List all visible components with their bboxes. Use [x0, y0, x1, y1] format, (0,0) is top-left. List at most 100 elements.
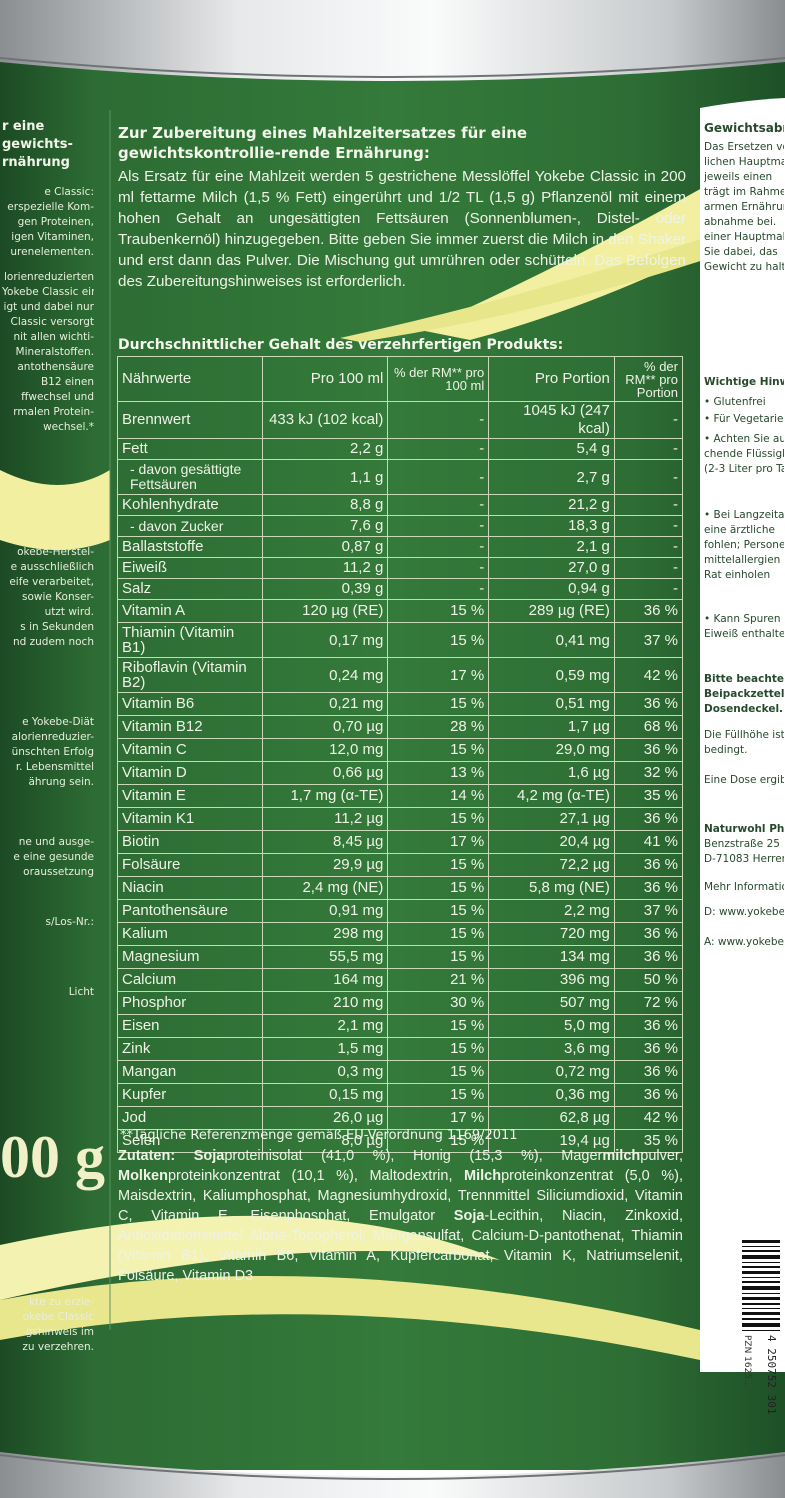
- rm-portion: 72 %: [613, 991, 684, 1015]
- right-panel-line: Das Ersetzen von: [704, 141, 784, 153]
- rm-portion: 36 %: [613, 807, 684, 831]
- nutrition-row: Folsäure 29,9 µg 15 % 72,2 µg 36 %: [116, 853, 684, 877]
- rm-per-100: -: [387, 438, 490, 460]
- nutrition-row: Biotin 8,45 µg 17 % 20,4 µg 41 %: [116, 830, 684, 854]
- value-portion: 0,72 mg: [488, 1060, 615, 1084]
- nutrient-name: Fett: [116, 438, 264, 460]
- pzn-number: PZN 1625...: [742, 1335, 752, 1388]
- rm-portion: 68 %: [613, 715, 684, 739]
- ingredients: Zutaten: Sojaproteinisolat (41,0 %), Hon…: [118, 1146, 683, 1286]
- nutrition-table-title: Durchschnittlicher Gehalt des verzehrfer…: [118, 337, 564, 353]
- value-portion: 0,94 g: [488, 578, 615, 600]
- left-panel-line: okebe-Herstel-: [17, 546, 94, 558]
- value-portion: 4,2 mg (α-TE): [488, 784, 615, 808]
- left-panel-heading: r eine gewichts-rnährung: [2, 119, 73, 170]
- rm-portion: 36 %: [613, 945, 684, 969]
- ingredient-text: proteinisolat (41,0 %), Honig (15,3 %), …: [224, 1148, 603, 1164]
- nutrition-row: Phosphor 210 mg 30 % 507 mg 72 %: [116, 991, 684, 1015]
- left-panel-line: igt und dabei nur: [3, 301, 94, 313]
- value-per-100: 2,4 mg (NE): [262, 876, 389, 900]
- nutrition-row: Vitamin C 12,0 mg 15 % 29,0 mg 36 %: [116, 738, 684, 762]
- header-portion: Pro Portion: [488, 356, 615, 402]
- left-panel-line: Yokebe Classic eine: [2, 286, 94, 298]
- left-panel-line: gshinweis im: [25, 1326, 94, 1338]
- nutrition-row: Kupfer 0,15 mg 15 % 0,36 mg 36 %: [116, 1083, 684, 1107]
- nutrition-row: Niacin 2,4 mg (NE) 15 % 5,8 mg (NE) 36 %: [116, 876, 684, 900]
- right-panel-line: lichen Hauptmahl: [704, 156, 784, 168]
- nutrient-name: Salz: [116, 578, 264, 600]
- rm-per-100: -: [387, 494, 490, 516]
- yellow-swoosh-bottom: [0, 1215, 500, 1300]
- rm-per-100: 30 %: [387, 991, 490, 1015]
- rm-per-100: 15 %: [387, 622, 490, 658]
- value-portion: 0,36 mg: [488, 1083, 615, 1107]
- nutrient-name: - davon Zucker: [116, 515, 264, 537]
- value-per-100: 0,17 mg: [262, 622, 389, 658]
- right-panel-line: Rat einholen: [704, 569, 771, 581]
- rm-per-100: 15 %: [387, 1129, 490, 1153]
- right-panel-line: abnahme bei.: [704, 216, 777, 228]
- value-portion: 5,4 g: [488, 438, 615, 460]
- rm-per-100: 14 %: [387, 784, 490, 808]
- value-per-100: 8,45 µg: [262, 830, 389, 854]
- value-per-100: 26,0 µg: [262, 1106, 389, 1130]
- rm-portion: 36 %: [613, 1083, 684, 1107]
- footnote: **Tägliche Referenzmenge gemäß EU-Verord…: [120, 1128, 518, 1143]
- right-panel-line: mittelallergien: [704, 554, 781, 566]
- value-portion: 507 mg: [488, 991, 615, 1015]
- right-panel-line: • Achten Sie auf: [704, 433, 784, 445]
- nutrient-name: Thiamin (Vitamin B1): [116, 622, 264, 658]
- nutrient-name: Phosphor: [116, 991, 264, 1015]
- rm-portion: 41 %: [613, 830, 684, 854]
- value-portion: 72,2 µg: [488, 853, 615, 877]
- value-portion: 2,1 g: [488, 536, 615, 558]
- left-panel-line: e Classic:: [44, 186, 94, 198]
- barcode: [742, 1240, 780, 1331]
- nutrition-row: - davon gesättigte Fettsäuren 1,1 g -2,7 g…: [116, 459, 684, 495]
- left-panel-line: ährung sein.: [28, 776, 94, 788]
- nutrition-row: Zink 1,5 mg 15 % 3,6 mg 36 %: [116, 1037, 684, 1061]
- right-panel-line: A: www.yokebe.at: [704, 936, 784, 948]
- nutrient-name: Folsäure: [116, 853, 264, 877]
- nutrient-name: Eiweiß: [116, 557, 264, 579]
- rm-portion: 37 %: [613, 622, 684, 658]
- rm-portion: 32 %: [613, 761, 684, 785]
- rm-per-100: -: [387, 401, 490, 439]
- nutrient-name: Kupfer: [116, 1083, 264, 1107]
- value-per-100: 1,5 mg: [262, 1037, 389, 1061]
- rm-per-100: 28 %: [387, 715, 490, 739]
- left-panel-line: e Yokebe-Diät: [22, 716, 94, 728]
- value-per-100: 0,66 µg: [262, 761, 389, 785]
- right-panel-line: Dosendeckel.: [704, 703, 784, 715]
- nutrition-row: Fett 2,2 g -5,4 g-: [116, 438, 684, 460]
- value-portion: 62,8 µg: [488, 1106, 615, 1130]
- left-panel-line: urenelementen.: [10, 246, 94, 258]
- rm-per-100: -: [387, 536, 490, 558]
- yellow-swoosh-top: [420, 140, 785, 340]
- header-rm-100: % der RM** pro 100 ml: [387, 356, 490, 402]
- rm-per-100: 15 %: [387, 945, 490, 969]
- rm-portion: -: [613, 494, 684, 516]
- rm-per-100: 17 %: [387, 830, 490, 854]
- right-panel-line: Benzstraße 25: [704, 838, 780, 850]
- left-panel-line: eife verarbeitet,: [9, 576, 94, 588]
- rm-portion: 37 %: [613, 899, 684, 923]
- right-panel-line: D-71083 Herrenberg: [704, 853, 784, 865]
- right-panel-line: Wichtige Hinweise:: [704, 376, 784, 388]
- rm-portion: 36 %: [613, 1060, 684, 1084]
- nutrition-row: Brennwert 433 kJ (102 kcal) -1045 kJ (247 …: [116, 401, 684, 439]
- value-per-100: 8,8 g: [262, 494, 389, 516]
- rm-portion: 36 %: [613, 1037, 684, 1061]
- value-portion: 289 µg (RE): [488, 599, 615, 623]
- right-panel-line: jeweils einen: [704, 171, 773, 183]
- right-panel-line: Mehr Informationen: [704, 881, 784, 893]
- rm-per-100: 15 %: [387, 1037, 490, 1061]
- nutrient-name: Jod: [116, 1106, 264, 1130]
- right-panel-line: Sie dabei, das: [704, 246, 778, 258]
- nutrition-row: Riboflavin (Vitamin B2) 0,24 mg 17 % 0,59 m…: [116, 657, 684, 693]
- header-rm-portion: % der RM** pro Portion: [613, 356, 684, 402]
- rm-per-100: 15 %: [387, 1014, 490, 1038]
- nutrient-name: Pantothensäure: [116, 899, 264, 923]
- left-panel-line: nd zudem noch: [12, 636, 94, 648]
- rm-portion: -: [613, 515, 684, 537]
